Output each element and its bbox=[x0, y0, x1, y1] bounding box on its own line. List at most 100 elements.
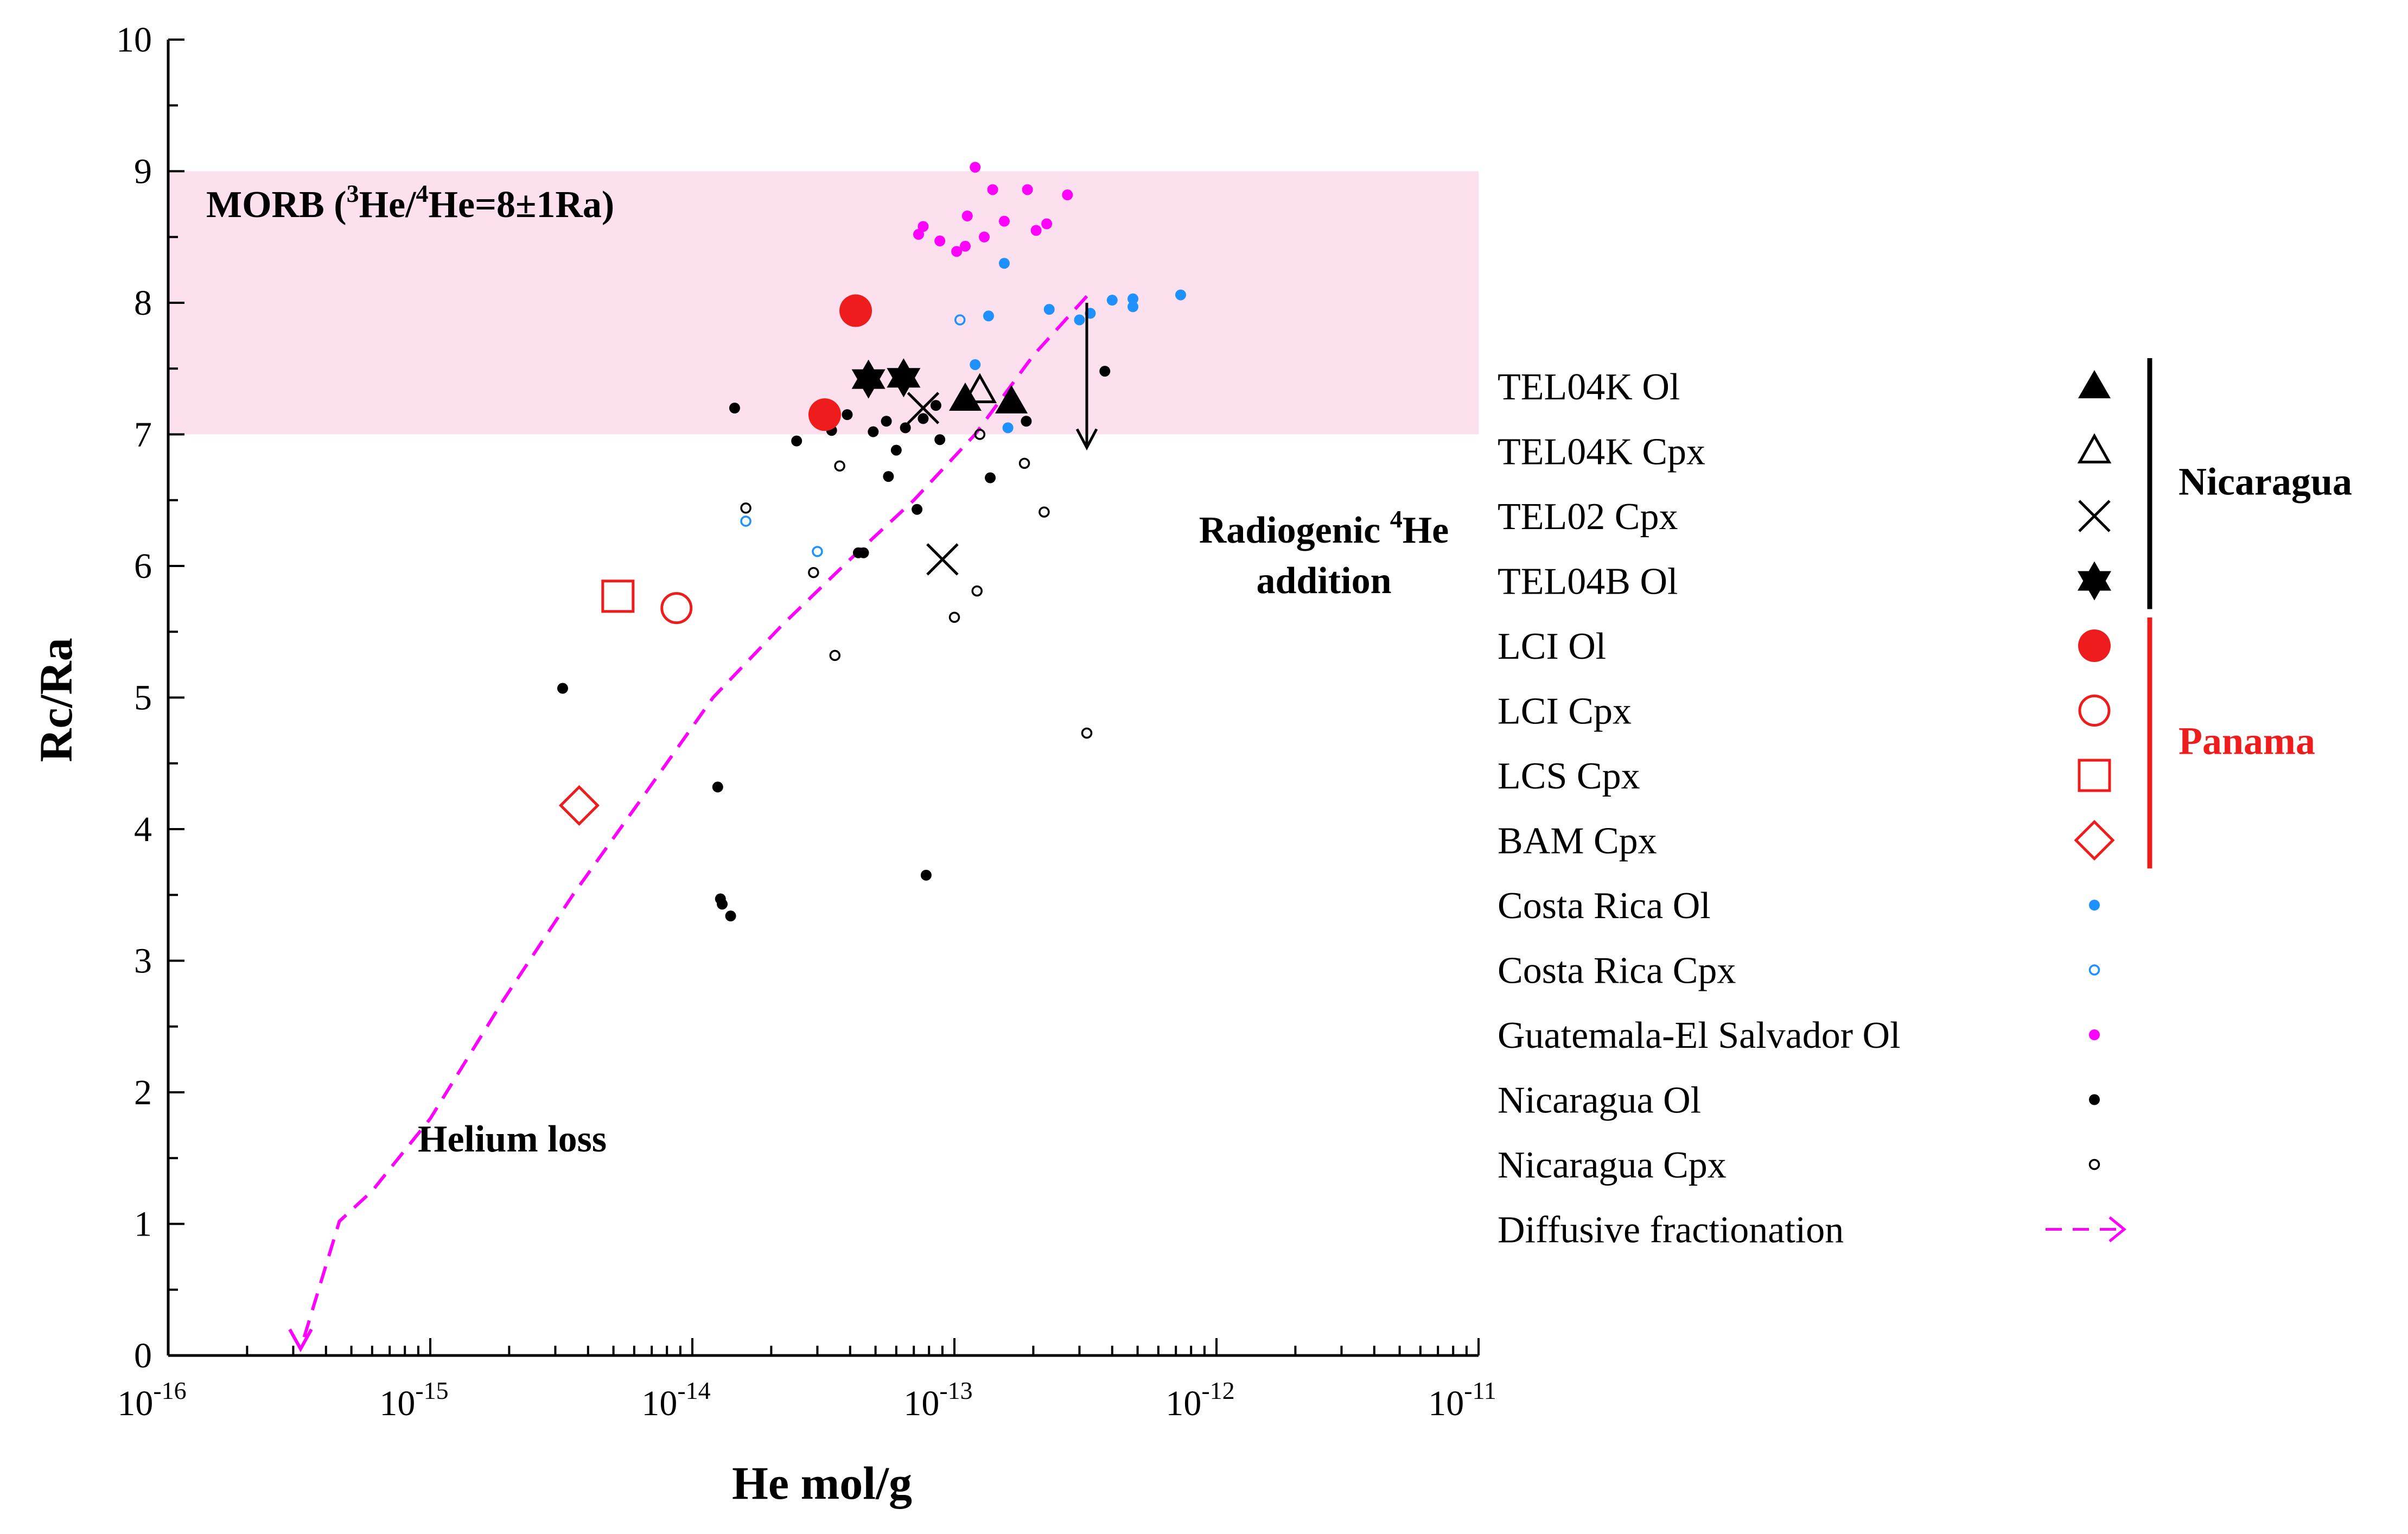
x-tick-exponent: -11 bbox=[1464, 1377, 1496, 1404]
legend-label-tel04b-ol: TEL04B Ol bbox=[1498, 561, 1678, 603]
point-costa-rica-ol bbox=[983, 310, 994, 322]
y-tick-label: 8 bbox=[134, 283, 152, 323]
y-tick-label: 1 bbox=[134, 1205, 152, 1244]
point-costa-rica-ol bbox=[1002, 422, 1014, 434]
radiogenic-arrow bbox=[1075, 303, 1098, 451]
point-nicaragua-ol bbox=[842, 409, 853, 421]
x-tick-label: 10-14 bbox=[641, 1377, 710, 1423]
point-tel04k-ol bbox=[948, 383, 982, 411]
diffusion-curve-line bbox=[299, 295, 1088, 1350]
legend-marker-costa-rica-ol bbox=[2089, 900, 2100, 911]
point-costa-rica-ol bbox=[1127, 301, 1139, 313]
legend-marker-tel02-cpx-stroke bbox=[2078, 500, 2111, 532]
point-tel04k-ol bbox=[995, 385, 1028, 413]
x-tick-exponent: -14 bbox=[677, 1377, 710, 1404]
x-tick-exponent: -16 bbox=[153, 1377, 186, 1404]
point-nicaragua-ol bbox=[912, 504, 923, 515]
point-nicaragua-ol bbox=[1099, 366, 1111, 377]
point-nicaragua-ol bbox=[557, 683, 568, 694]
x-tick-exponent: -15 bbox=[415, 1377, 448, 1404]
legend-label-costa-rica-ol: Costa Rica Ol bbox=[1498, 885, 1711, 927]
point-guatemala-el-salvador-ol bbox=[951, 246, 963, 257]
point-tel04b-ol bbox=[887, 358, 921, 398]
point-guatemala-el-salvador-ol bbox=[1022, 184, 1033, 195]
point-nicaragua-ol bbox=[717, 899, 728, 910]
legend-marker-bam-cpx bbox=[2074, 819, 2115, 861]
point-nicaragua-cpx bbox=[1039, 506, 1050, 518]
point-costa-rica-ol bbox=[1175, 289, 1186, 301]
point-costa-rica-ol bbox=[1074, 314, 1085, 326]
point-tel04b-ol-part bbox=[851, 369, 886, 399]
legend-label-tel04k-ol: TEL04K Ol bbox=[1498, 366, 1680, 408]
point-lcs-cpx bbox=[601, 580, 635, 613]
x-tick-label: 10-15 bbox=[379, 1377, 448, 1423]
point-guatemala-el-salvador-ol bbox=[970, 162, 981, 173]
point-guatemala-el-salvador-ol bbox=[961, 210, 973, 221]
legend-label-nicaragua-cpx: Nicaragua Cpx bbox=[1498, 1144, 1727, 1186]
point-lci-ol bbox=[808, 398, 841, 431]
point-guatemala-el-salvador-ol bbox=[979, 231, 990, 243]
y-tick-label: 7 bbox=[134, 415, 152, 455]
x-tick-base: 10 bbox=[379, 1384, 415, 1423]
morb-band bbox=[168, 171, 1479, 435]
legend-marker-lci-cpx bbox=[2078, 695, 2111, 727]
legend: TEL04K Ol TEL04K Cpx TEL02 Cpx TEL04B Ol LCI… bbox=[1498, 358, 2352, 1251]
legend-marker-costa-rica-cpx bbox=[2088, 964, 2100, 976]
legend-marker-diffusive-fractionation bbox=[2046, 1216, 2126, 1243]
point-costa-rica-cpx bbox=[954, 314, 966, 326]
point-nicaragua-ol bbox=[881, 416, 892, 427]
point-guatemala-el-salvador-ol bbox=[1041, 218, 1053, 230]
point-guatemala-el-salvador-ol bbox=[959, 240, 971, 252]
x-tick-base: 10 bbox=[903, 1384, 939, 1423]
point-guatemala-el-salvador-ol bbox=[918, 221, 929, 232]
legend-marker-guatemala-el-salvador-ol bbox=[2089, 1029, 2100, 1040]
legend-label-tel04k-cpx: TEL04K Cpx bbox=[1498, 431, 1705, 473]
point-nicaragua-ol bbox=[900, 422, 911, 434]
y-tick-label: 6 bbox=[134, 546, 152, 586]
morb-label: MORB (3He/4He=8±1Ra) bbox=[206, 180, 614, 226]
y-tick-label: 2 bbox=[134, 1073, 152, 1112]
point-guatemala-el-salvador-ol bbox=[913, 228, 924, 240]
x-tick-label: 10-13 bbox=[903, 1377, 972, 1423]
point-bam-cpx bbox=[558, 785, 600, 826]
point-nicaragua-cpx bbox=[1081, 727, 1093, 739]
legend-marker-nicaragua-ol bbox=[2089, 1094, 2100, 1105]
point-tel02-cpx bbox=[907, 392, 940, 424]
x-tick-exponent: -13 bbox=[939, 1377, 972, 1404]
point-nicaragua-ol bbox=[791, 435, 802, 447]
point-lci-cpx bbox=[660, 592, 693, 625]
x-axis-title: He mol/g bbox=[732, 1457, 912, 1509]
point-nicaragua-ol bbox=[712, 781, 723, 793]
point-guatemala-el-salvador-ol bbox=[934, 235, 946, 247]
point-tel02-cpx bbox=[926, 543, 959, 576]
point-tel02-cpx-stroke bbox=[926, 543, 959, 576]
x-tick-base: 10 bbox=[1428, 1384, 1464, 1423]
legend-marker-tel04b-ol-part bbox=[2078, 571, 2111, 601]
x-tick-base: 10 bbox=[641, 1384, 677, 1423]
point-nicaragua-cpx bbox=[829, 650, 841, 661]
y-tick-label: 9 bbox=[134, 152, 152, 192]
legend-marker-tel04k-cpx bbox=[2077, 433, 2112, 463]
point-nicaragua-ol bbox=[918, 413, 929, 424]
point-costa-rica-ol bbox=[1127, 293, 1139, 304]
point-guatemala-el-salvador-ol bbox=[1030, 225, 1042, 236]
legend-label-bam-cpx: BAM Cpx bbox=[1498, 820, 1657, 862]
y-axis-title: Rc/Ra bbox=[30, 638, 82, 762]
x-tick-exponent: -12 bbox=[1201, 1377, 1234, 1404]
radiogenic-label-line2: addition bbox=[1257, 560, 1392, 602]
x-tick-label: 10-11 bbox=[1428, 1377, 1496, 1423]
point-nicaragua-ol bbox=[729, 403, 740, 413]
point-nicaragua-ol bbox=[920, 869, 932, 881]
y-tick-label: 4 bbox=[134, 810, 152, 849]
y-tick-label: 5 bbox=[134, 678, 152, 718]
y-tick-labels: 0 1 2 3 4 5 6 7 8 9 10 bbox=[116, 20, 152, 1376]
point-guatemala-el-salvador-ol bbox=[998, 215, 1010, 227]
legend-label-guatemala-el-salvador-ol: Guatemala-El Salvador Ol bbox=[1498, 1015, 1901, 1056]
y-tick-label: 10 bbox=[116, 20, 152, 60]
point-guatemala-el-salvador-ol bbox=[987, 184, 998, 195]
point-nicaragua-cpx bbox=[974, 429, 986, 440]
legend-label-diffusive-fractionation: Diffusive fractionation bbox=[1498, 1210, 1844, 1251]
legend-label-lcs-cpx: LCS Cpx bbox=[1498, 755, 1640, 797]
y-tick-label: 3 bbox=[134, 941, 152, 981]
